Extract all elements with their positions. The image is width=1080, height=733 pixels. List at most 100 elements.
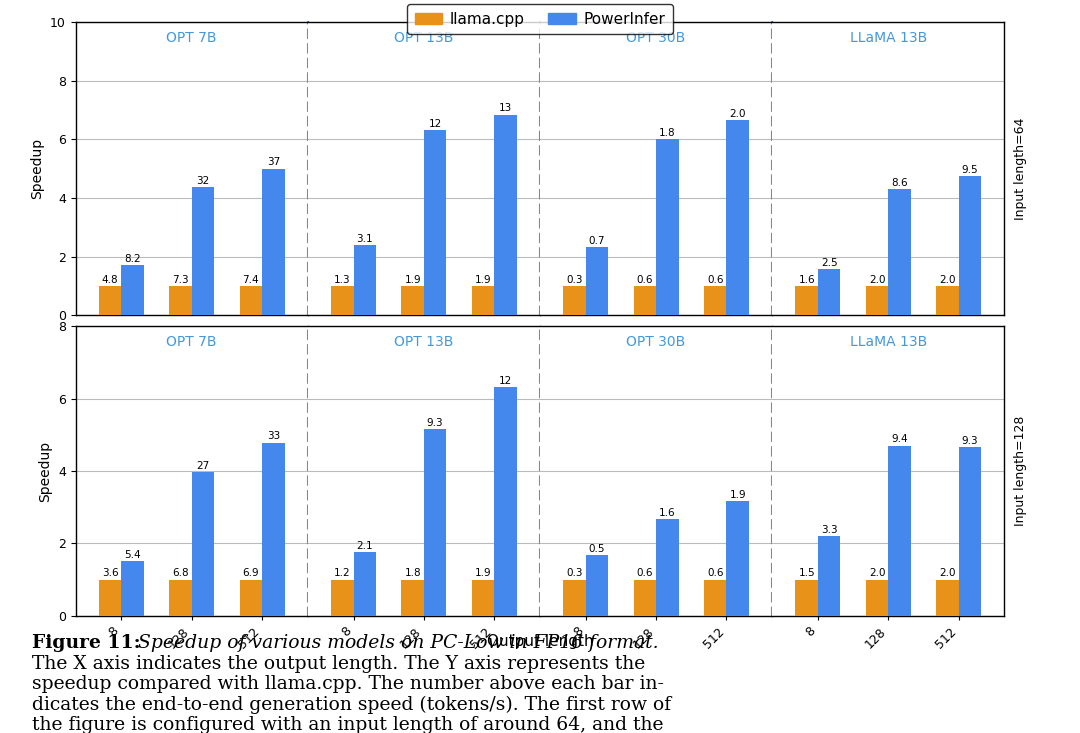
Bar [959, 447, 982, 616]
Bar [121, 561, 144, 616]
Bar [866, 580, 889, 616]
Text: OPT 30B: OPT 30B [626, 335, 686, 349]
Text: 0.6: 0.6 [636, 275, 653, 284]
Text: 9.3: 9.3 [961, 436, 978, 446]
Bar [170, 286, 192, 315]
Text: 1.9: 1.9 [729, 490, 746, 500]
Bar [936, 580, 959, 616]
Y-axis label: Speedup: Speedup [38, 441, 52, 501]
Bar [795, 580, 818, 616]
Text: The X axis indicates the output length. The Y axis represents the: The X axis indicates the output length. … [32, 655, 646, 673]
Text: 9.3: 9.3 [427, 418, 444, 427]
Bar [170, 580, 192, 616]
Bar [402, 286, 423, 315]
Text: 0.6: 0.6 [636, 568, 653, 578]
Text: 0.3: 0.3 [566, 568, 583, 578]
Text: speedup compared with llama.cpp. The number above each bar in-: speedup compared with llama.cpp. The num… [32, 675, 664, 693]
Text: OPT 7B: OPT 7B [166, 335, 217, 349]
Bar [564, 286, 585, 315]
Text: Input length=128: Input length=128 [1014, 416, 1027, 526]
Bar [472, 286, 495, 315]
Text: 4.8: 4.8 [102, 275, 119, 284]
Bar [634, 286, 657, 315]
Text: LLaMA 13B: LLaMA 13B [850, 31, 927, 45]
Bar [402, 580, 423, 616]
Text: 6.9: 6.9 [243, 568, 259, 578]
Text: Figure 11:: Figure 11: [32, 634, 141, 652]
Text: OPT 7B: OPT 7B [166, 31, 217, 45]
Bar [959, 176, 982, 315]
Text: 27: 27 [197, 461, 210, 471]
Text: 33: 33 [267, 432, 280, 441]
Text: 1.6: 1.6 [659, 508, 676, 518]
Text: 1.8: 1.8 [659, 128, 676, 138]
Text: 2.0: 2.0 [868, 275, 886, 284]
Bar [192, 472, 214, 616]
Bar [332, 286, 353, 315]
Bar [332, 580, 353, 616]
Text: 2.0: 2.0 [868, 568, 886, 578]
Text: 9.4: 9.4 [891, 435, 908, 444]
Text: 1.8: 1.8 [404, 568, 421, 578]
Text: Input length=64: Input length=64 [1014, 117, 1027, 220]
Text: OPT 30B: OPT 30B [626, 31, 686, 45]
Bar [472, 580, 495, 616]
Text: 5.4: 5.4 [124, 550, 140, 560]
Bar [727, 119, 750, 315]
Text: 0.5: 0.5 [589, 544, 605, 554]
Text: Speedup of various models on PC-Low in FP16 format.: Speedup of various models on PC-Low in F… [132, 634, 659, 652]
Text: OPT 13B: OPT 13B [394, 31, 454, 45]
Bar [818, 536, 840, 616]
Text: LLaMA 13B: LLaMA 13B [850, 335, 927, 349]
Text: 1.9: 1.9 [475, 275, 491, 284]
Text: 37: 37 [267, 158, 280, 167]
Text: 9.5: 9.5 [961, 165, 978, 174]
Text: 1.5: 1.5 [798, 568, 815, 578]
Bar [192, 187, 214, 315]
Bar [657, 519, 678, 616]
Bar [240, 286, 262, 315]
Bar [240, 580, 262, 616]
Bar [353, 246, 376, 315]
Bar [424, 130, 446, 315]
Text: 3.1: 3.1 [356, 234, 373, 244]
Bar [818, 270, 840, 315]
Text: 1.3: 1.3 [334, 275, 351, 284]
Bar [585, 556, 608, 616]
Bar [353, 553, 376, 616]
Text: the figure is configured with an input length of around 64, and the: the figure is configured with an input l… [32, 716, 664, 733]
Bar [121, 265, 144, 315]
Bar [889, 446, 910, 616]
Text: 8.2: 8.2 [124, 254, 140, 264]
Text: 2.0: 2.0 [940, 568, 956, 578]
Bar [262, 169, 285, 315]
Text: 2.0: 2.0 [940, 275, 956, 284]
Text: 3.6: 3.6 [102, 568, 119, 578]
Bar [99, 286, 121, 315]
Text: 0.3: 0.3 [566, 275, 583, 284]
Text: 1.6: 1.6 [798, 275, 815, 284]
Bar [727, 501, 750, 616]
Text: 0.7: 0.7 [589, 235, 605, 246]
Text: 2.1: 2.1 [356, 541, 373, 551]
Bar [657, 139, 678, 315]
Bar [866, 286, 889, 315]
Bar [704, 286, 727, 315]
Bar [889, 189, 910, 315]
Bar [704, 580, 727, 616]
Text: 12: 12 [499, 376, 512, 386]
Text: 2.0: 2.0 [729, 108, 746, 119]
Text: 1.9: 1.9 [475, 568, 491, 578]
Bar [634, 580, 657, 616]
Legend: llama.cpp, PowerInfer: llama.cpp, PowerInfer [407, 4, 673, 34]
Text: 13: 13 [499, 103, 512, 114]
Bar [424, 429, 446, 616]
Bar [795, 286, 818, 315]
Text: 12: 12 [429, 119, 442, 129]
Bar [262, 443, 285, 616]
Bar [564, 580, 585, 616]
Text: 7.4: 7.4 [243, 275, 259, 284]
Bar [936, 286, 959, 315]
Text: 1.9: 1.9 [404, 275, 421, 284]
Text: Output length: Output length [487, 634, 593, 649]
